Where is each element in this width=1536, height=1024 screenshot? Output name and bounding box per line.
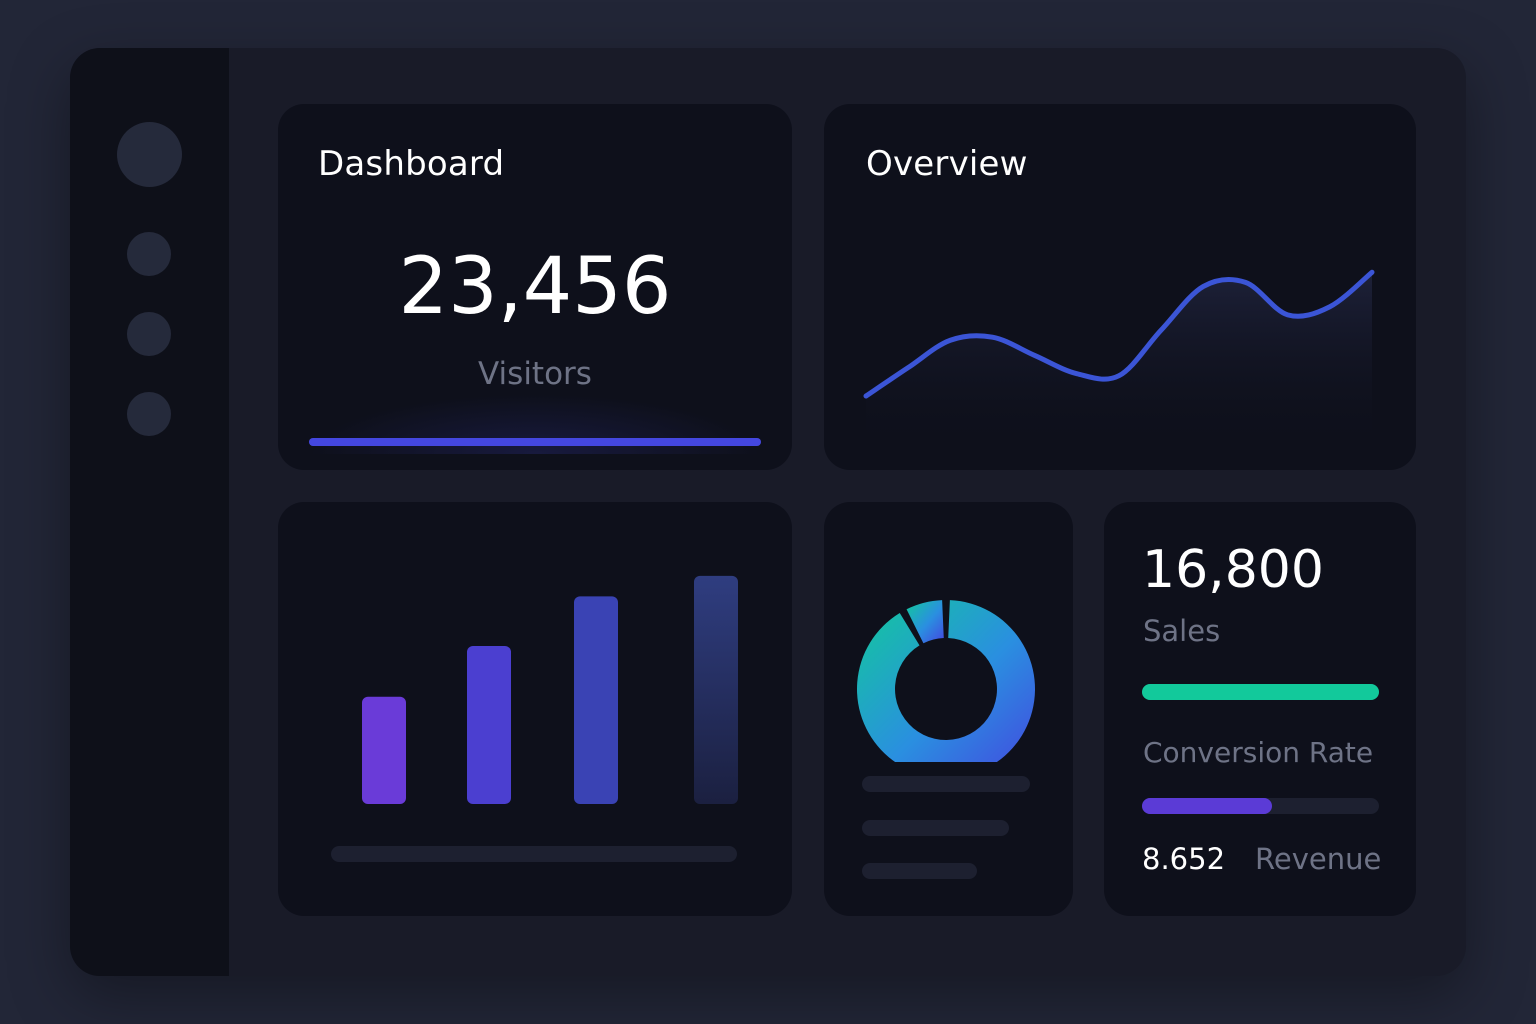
visitors-label: Visitors — [478, 356, 592, 392]
sales-label: Sales — [1143, 614, 1221, 648]
donut-legend-line-2 — [862, 820, 1009, 836]
bar-chart-card — [278, 502, 792, 916]
overview-card: Overview — [824, 104, 1416, 470]
avatar[interactable] — [117, 122, 182, 187]
sales-progress-fill — [1142, 684, 1379, 700]
revenue-label: Revenue — [1255, 842, 1382, 876]
card-title: Dashboard — [318, 144, 505, 184]
sidebar-item-2[interactable] — [127, 312, 171, 356]
bar-4 — [694, 575, 738, 804]
bar-1 — [362, 696, 406, 804]
card-title: Overview — [866, 144, 1028, 184]
revenue-value: 8.652 — [1142, 842, 1226, 876]
bar-chart — [362, 575, 738, 804]
donut-slice-small — [906, 600, 944, 644]
visitors-progress-fill — [309, 438, 761, 446]
visitors-card: Dashboard 23,456 Visitors — [278, 104, 792, 470]
dashboard-window: Dashboard 23,456 Visitors Overview — [70, 48, 1466, 976]
visitors-progress-track — [309, 438, 761, 446]
sidebar-item-3[interactable] — [127, 392, 171, 436]
sales-progress-track — [1142, 684, 1379, 700]
sidebar — [70, 48, 229, 976]
donut-chart — [857, 600, 1035, 762]
conversion-label: Conversion Rate — [1143, 736, 1374, 769]
overview-line — [863, 269, 1375, 399]
bar-2 — [467, 646, 511, 804]
bar-chart-axis-placeholder — [331, 846, 737, 862]
bar-3 — [574, 596, 618, 804]
visitors-value: 23,456 — [398, 242, 672, 332]
donut-legend-line-3 — [862, 863, 977, 879]
overview-line-chart — [863, 269, 1375, 450]
donut-legend-line-1 — [862, 776, 1030, 792]
sidebar-item-1[interactable] — [127, 232, 171, 276]
sales-value: 16,800 — [1142, 540, 1324, 600]
conversion-progress-fill — [1142, 798, 1273, 814]
conversion-progress-track — [1142, 798, 1379, 814]
donut-card — [824, 502, 1073, 916]
donut-slice-main — [857, 600, 1035, 762]
stats-card: 16,800 Sales Conversion Rate 8.652 Reven… — [1104, 502, 1416, 916]
overview-area — [866, 272, 1372, 450]
